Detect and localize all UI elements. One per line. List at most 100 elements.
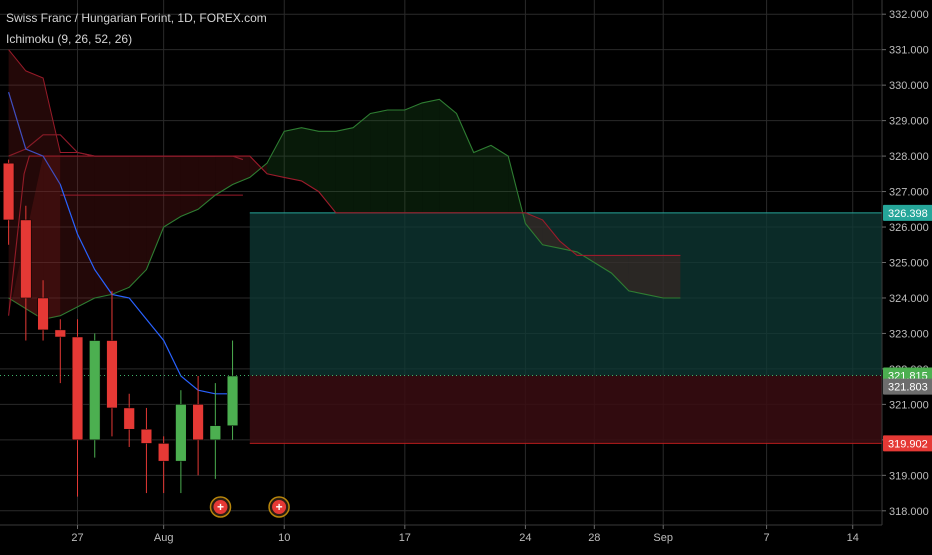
candle[interactable] xyxy=(175,390,187,494)
candle-body[interactable] xyxy=(37,297,49,331)
price-tick-label: 331.000 xyxy=(889,45,929,57)
candle[interactable] xyxy=(226,340,239,440)
time-axis[interactable]: 27 Aug 10 17 24 28 Sep 7 14 xyxy=(0,524,882,544)
candle[interactable] xyxy=(192,376,204,476)
early-cloud-shade xyxy=(8,49,61,320)
event-marker[interactable]: + xyxy=(209,496,232,518)
candle-body[interactable] xyxy=(71,336,84,441)
cloud-segment xyxy=(60,156,95,316)
candle-body[interactable] xyxy=(140,428,153,444)
ichimoku-cloud xyxy=(8,99,681,320)
price-axis-bg xyxy=(882,0,932,550)
cloud-segment xyxy=(301,127,319,192)
cloud-segment xyxy=(232,156,250,185)
cloud-segment xyxy=(404,102,423,213)
candle-body[interactable] xyxy=(106,340,118,409)
time-tick-label: 7 xyxy=(764,532,770,544)
cloud-segment xyxy=(267,131,285,178)
candle[interactable] xyxy=(123,393,135,447)
time-tick-label: 24 xyxy=(519,532,531,544)
candle[interactable] xyxy=(37,280,49,341)
candles[interactable] xyxy=(3,159,239,497)
price-label: 326.398 xyxy=(883,204,932,221)
cloud-segment xyxy=(112,156,130,295)
candle[interactable] xyxy=(71,319,84,497)
cloud-segment xyxy=(646,255,664,298)
cloud-segment xyxy=(542,219,560,249)
time-tick-label: Aug xyxy=(154,532,174,544)
candle-body[interactable] xyxy=(123,407,135,430)
tenkan-sen xyxy=(8,92,233,395)
cloud-segment xyxy=(473,145,491,213)
kijun-sen xyxy=(8,134,244,161)
price-tick-label: 327.000 xyxy=(889,187,929,199)
candle-body[interactable] xyxy=(20,219,32,299)
cloud-segment xyxy=(318,131,336,213)
cloud-segment xyxy=(94,156,112,298)
price-tick-label: 325.000 xyxy=(889,258,929,270)
price-tick-label: 332.000 xyxy=(889,9,929,21)
price-label: 319.902 xyxy=(883,435,932,452)
price-tick-label: 328.000 xyxy=(889,151,929,163)
cloud-segment xyxy=(628,255,646,295)
cloud-segment xyxy=(215,156,233,196)
candle[interactable] xyxy=(158,436,170,494)
candle[interactable] xyxy=(106,290,118,437)
candle[interactable] xyxy=(20,205,32,341)
candle-body[interactable] xyxy=(209,425,221,441)
time-tick-label: 14 xyxy=(847,532,859,544)
candle-body[interactable] xyxy=(192,404,204,441)
candle-body[interactable] xyxy=(175,404,187,462)
cloud-segment xyxy=(335,127,354,213)
price-tick-label: 319.000 xyxy=(889,470,929,482)
chart-title: Swiss Franc / Hungarian Forint, 1D, FORE… xyxy=(6,11,267,25)
event-markers[interactable]: + + xyxy=(209,496,290,518)
cloud-segment xyxy=(180,156,199,217)
cloud-segment xyxy=(491,145,509,213)
price-tick-label: 329.000 xyxy=(889,116,929,128)
cloud-segment xyxy=(353,113,371,213)
cloud-segment xyxy=(611,255,629,291)
event-marker-dot xyxy=(272,500,287,514)
price-label-box xyxy=(883,435,932,452)
event-marker-symbol: + xyxy=(276,500,283,514)
cloud-segment xyxy=(663,255,681,298)
candle[interactable] xyxy=(209,383,221,479)
cloud-segment xyxy=(284,127,302,181)
cloud-segment xyxy=(439,99,457,213)
cloud-segment xyxy=(249,156,267,178)
event-marker[interactable]: + xyxy=(268,496,290,518)
price-label-text: 321.803 xyxy=(888,382,928,394)
price-label-text: 319.902 xyxy=(888,438,928,450)
price-axis[interactable]: 332.000 331.000 330.000 329.000 328.000 327.0… xyxy=(881,0,932,550)
time-tick-label: 17 xyxy=(399,532,411,544)
cloud-segment xyxy=(456,113,474,213)
price-tick-label: 321.000 xyxy=(889,399,929,411)
indicator-legend[interactable]: Ichimoku (9, 26, 52, 26) xyxy=(6,32,133,46)
candle-body[interactable] xyxy=(226,375,239,426)
cloud-segment xyxy=(129,156,147,288)
cloud-segment xyxy=(163,156,181,227)
candle-body[interactable] xyxy=(158,443,170,462)
candle-body[interactable] xyxy=(3,162,15,221)
candle[interactable] xyxy=(3,159,15,245)
candle[interactable] xyxy=(54,319,66,384)
candle[interactable] xyxy=(89,333,101,458)
candle-body[interactable] xyxy=(54,329,66,338)
position-zones xyxy=(249,212,882,444)
cloud-segment xyxy=(594,255,612,274)
price-tick-label: 318.000 xyxy=(889,506,929,518)
target-zone[interactable] xyxy=(249,212,882,376)
candle-body[interactable] xyxy=(89,340,101,441)
candle[interactable] xyxy=(140,407,153,494)
price-label-box xyxy=(883,204,932,221)
cloud-segment xyxy=(422,99,440,213)
event-marker-dot xyxy=(213,500,228,514)
time-tick-label: 10 xyxy=(278,532,290,544)
price-label: 321.803 xyxy=(883,378,932,395)
price-tick-label: 324.000 xyxy=(889,293,929,305)
stop-zone[interactable] xyxy=(249,375,882,444)
